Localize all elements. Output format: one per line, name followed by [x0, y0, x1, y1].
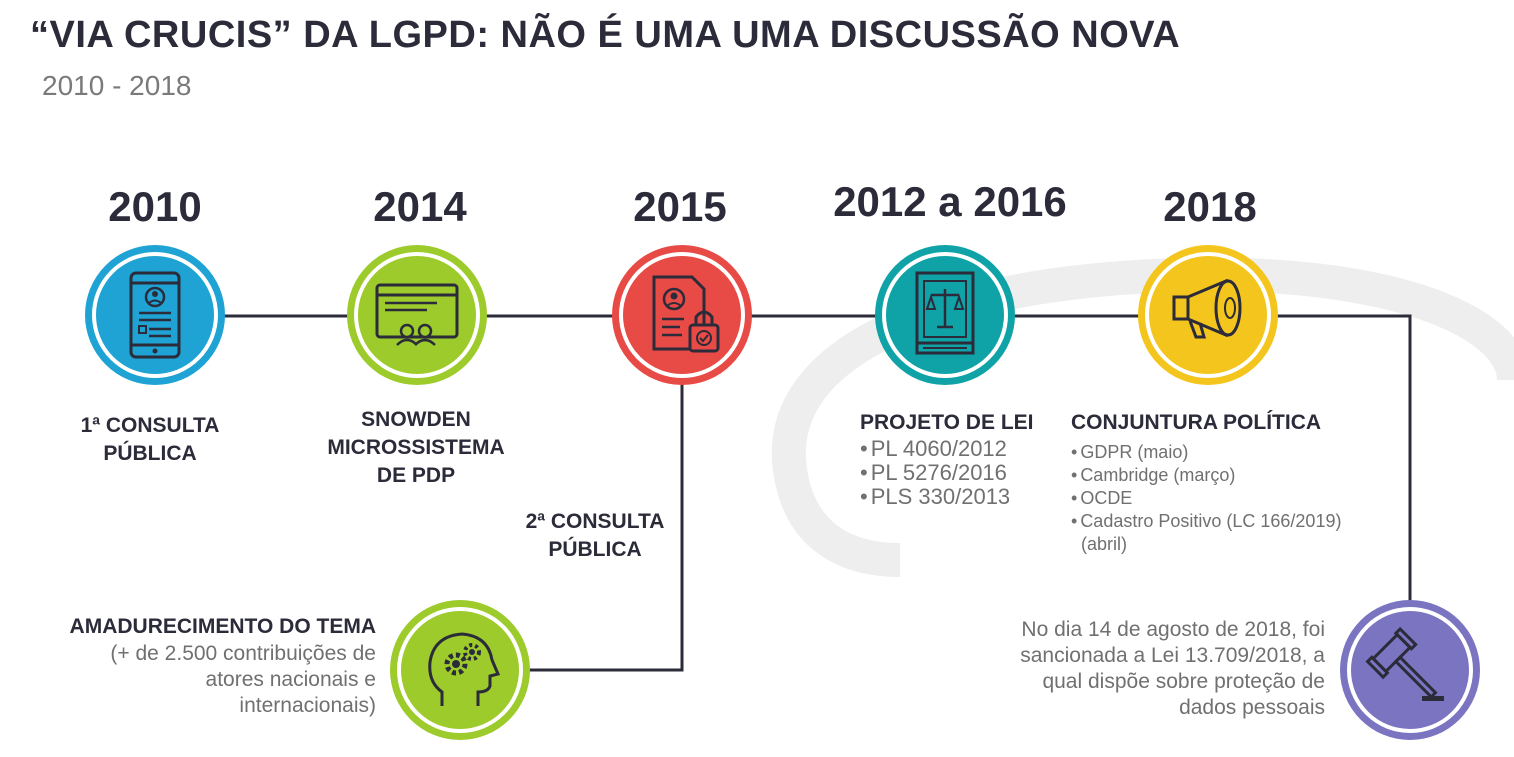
year-2018: 2018 [1163, 183, 1257, 230]
megaphone-icon [1172, 278, 1242, 339]
milestone-label-2012-2016: PROJETO DE LEI PL 4060/2012 PL 5276/2016… [860, 409, 1060, 509]
list-item: Cadastro Positivo (LC 166/2019) [1071, 510, 1401, 533]
maturation-heading: AMADURECIMENTO DO TEMA [69, 615, 376, 638]
maturation-line: (+ de 2.500 contribuições de [110, 642, 376, 665]
label-line: SNOWDEN [361, 408, 471, 431]
list-item-continuation: (abril) [1081, 534, 1128, 554]
phone-profile-icon [129, 271, 181, 359]
label-line: 1ª CONSULTA [80, 414, 220, 437]
label-line: PÚBLICA [103, 442, 197, 465]
list-item: PL 5276/2016 [860, 461, 1060, 485]
list-item: PL 4060/2012 [860, 437, 1060, 461]
milestone-label-2015: 2ª CONSULTA PÚBLICA [490, 508, 700, 564]
projeto-de-lei-heading: PROJETO DE LEI [860, 411, 1034, 434]
maturation-circle [390, 600, 530, 740]
milestone-circle-2010 [85, 245, 225, 385]
milestone-circle-2018 [1138, 245, 1278, 385]
final-line: qual dispõe sobre proteção de [1042, 670, 1325, 693]
milestone-circle-2014 [347, 245, 487, 385]
list-item: OCDE [1071, 487, 1401, 510]
document-lock-icon [652, 275, 720, 353]
label-line: PÚBLICA [548, 538, 642, 561]
final-line: No dia 14 de agosto de 2018, foi [1021, 618, 1325, 641]
maturation-line: internacionais) [239, 694, 376, 717]
list-item: PLS 330/2013 [860, 485, 1060, 509]
year-2012-2016: 2012 a 2016 [833, 178, 1067, 225]
page-title: “VIA CRUCIS” DA LGPD: NÃO É UMA UMA DISC… [30, 14, 1181, 56]
conjuntura-list: GDPR (maio) Cambridge (março) OCDE Cadas… [1071, 441, 1401, 556]
maturation-line: atores nacionais e [205, 668, 376, 691]
milestone-label-2018: CONJUNTURA POLÍTICA GDPR (maio) Cambridg… [1071, 409, 1401, 556]
label-line: DE PDP [376, 464, 456, 487]
conjuntura-heading: CONJUNTURA POLÍTICA [1071, 411, 1322, 434]
final-text: No dia 14 de agosto de 2018, foi sancion… [940, 617, 1325, 721]
milestone-label-2014: SNOWDEN MICROSSISTEMA DE PDP [300, 406, 532, 490]
final-line: dados pessoais [1179, 696, 1325, 719]
browser-users-icon [375, 283, 459, 346]
label-line: MICROSSISTEMA [327, 436, 505, 459]
final-circle [1340, 600, 1480, 740]
projeto-de-lei-list: PL 4060/2012 PL 5276/2016 PLS 330/2013 [860, 437, 1060, 509]
maturation-text: AMADURECIMENTO DO TEMA (+ de 2.500 contr… [20, 613, 376, 719]
year-2015: 2015 [633, 183, 727, 230]
milestone-circle-2012-2016 [875, 245, 1015, 385]
law-book-scales-icon [915, 271, 975, 355]
gavel-icon [1365, 626, 1444, 701]
final-line: sancionada a Lei 13.709/2018, a [1020, 644, 1325, 667]
milestone-circle-2015 [612, 245, 752, 385]
list-item: GDPR (maio) [1071, 441, 1401, 464]
year-2014: 2014 [373, 183, 467, 230]
head-gears-icon [428, 632, 501, 706]
list-item: Cambridge (março) [1071, 464, 1401, 487]
page-subtitle: 2010 - 2018 [42, 70, 192, 101]
label-line: 2ª CONSULTA [525, 510, 665, 533]
milestone-label-2010: 1ª CONSULTA PÚBLICA [35, 412, 265, 468]
year-2010: 2010 [108, 183, 202, 230]
